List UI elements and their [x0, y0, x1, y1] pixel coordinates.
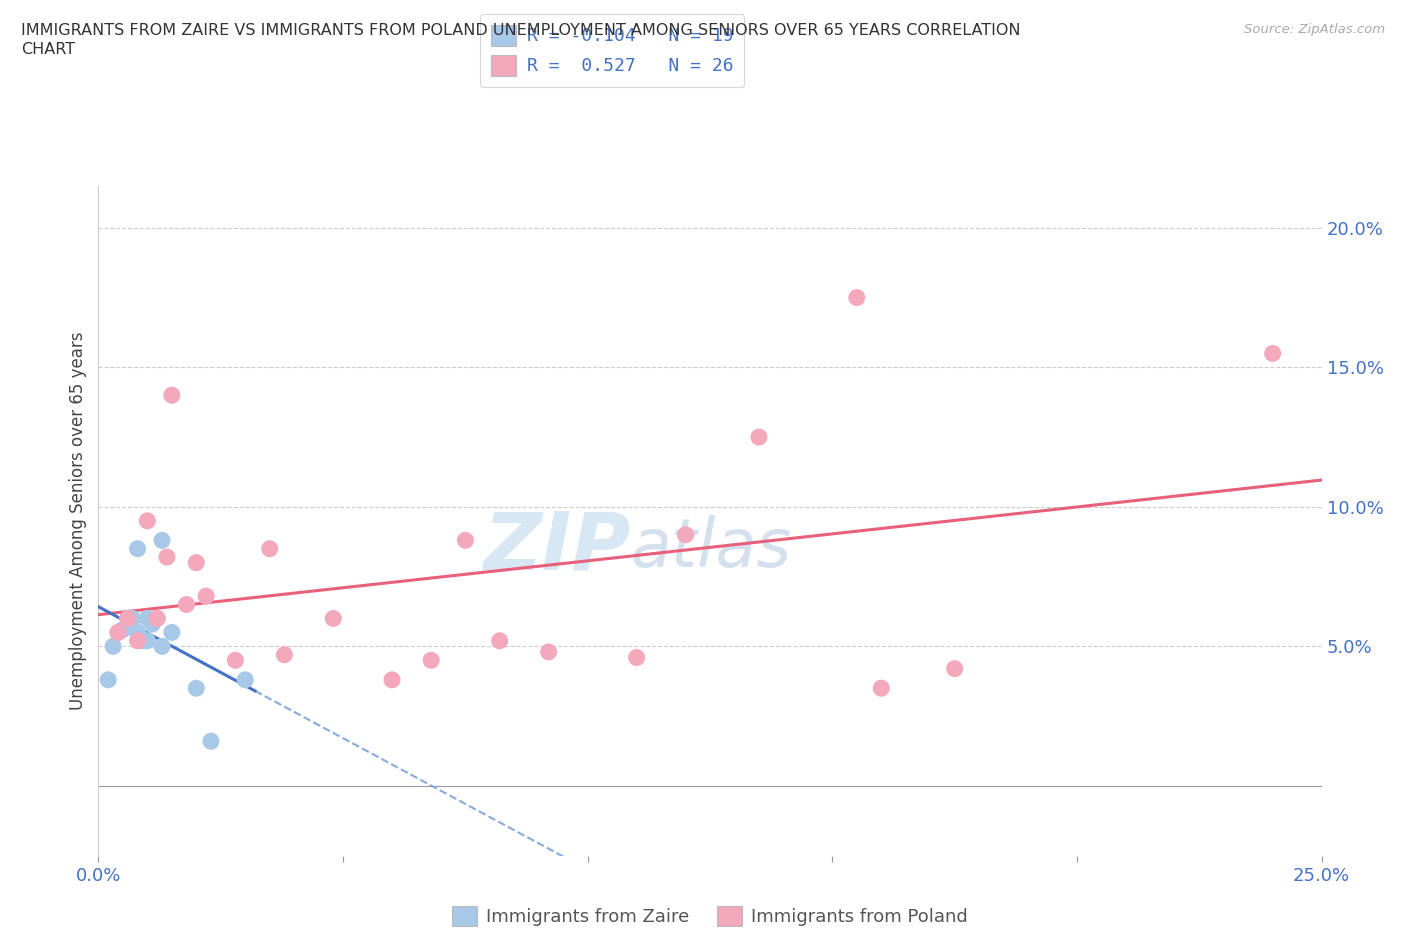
Point — [943, 661, 966, 676]
Point — [160, 625, 183, 640]
Point — [111, 622, 134, 637]
Point — [150, 639, 173, 654]
Point — [107, 625, 129, 640]
Point — [488, 633, 510, 648]
Point — [131, 633, 153, 648]
Point — [870, 681, 893, 696]
Point — [224, 653, 246, 668]
Point — [150, 533, 173, 548]
Point — [117, 611, 139, 626]
Point — [845, 290, 868, 305]
Point — [127, 541, 149, 556]
Point — [186, 555, 208, 570]
Point — [160, 388, 183, 403]
Point — [195, 589, 218, 604]
Text: IMMIGRANTS FROM ZAIRE VS IMMIGRANTS FROM POLAND UNEMPLOYMENT AMONG SENIORS OVER : IMMIGRANTS FROM ZAIRE VS IMMIGRANTS FROM… — [21, 23, 1021, 38]
Text: atlas: atlas — [630, 514, 792, 580]
Point — [273, 647, 295, 662]
Point — [454, 533, 477, 548]
Point — [626, 650, 648, 665]
Point — [136, 611, 159, 626]
Point — [101, 639, 124, 654]
Point — [420, 653, 443, 668]
Text: 25.0%: 25.0% — [1294, 867, 1350, 884]
Point — [146, 611, 169, 626]
Point — [141, 617, 163, 631]
Text: Source: ZipAtlas.com: Source: ZipAtlas.com — [1244, 23, 1385, 36]
Point — [127, 633, 149, 648]
Point — [322, 611, 344, 626]
Point — [97, 672, 120, 687]
Point — [675, 527, 697, 542]
Point — [156, 550, 179, 565]
Point — [136, 633, 159, 648]
Point — [233, 672, 256, 687]
Point — [176, 597, 198, 612]
Point — [136, 513, 159, 528]
Y-axis label: Unemployment Among Seniors over 65 years: Unemployment Among Seniors over 65 years — [69, 332, 87, 710]
Text: CHART: CHART — [21, 42, 75, 57]
Point — [107, 625, 129, 640]
Point — [121, 611, 143, 626]
Point — [537, 644, 560, 659]
Legend: Immigrants from Zaire, Immigrants from Poland: Immigrants from Zaire, Immigrants from P… — [444, 898, 976, 930]
Point — [748, 430, 770, 445]
Point — [127, 625, 149, 640]
Point — [259, 541, 281, 556]
Point — [117, 611, 139, 626]
Point — [1261, 346, 1284, 361]
Text: ZIP: ZIP — [484, 509, 630, 587]
Point — [146, 611, 169, 626]
Point — [186, 681, 208, 696]
Point — [381, 672, 404, 687]
Point — [200, 734, 222, 749]
Text: 0.0%: 0.0% — [76, 867, 121, 884]
